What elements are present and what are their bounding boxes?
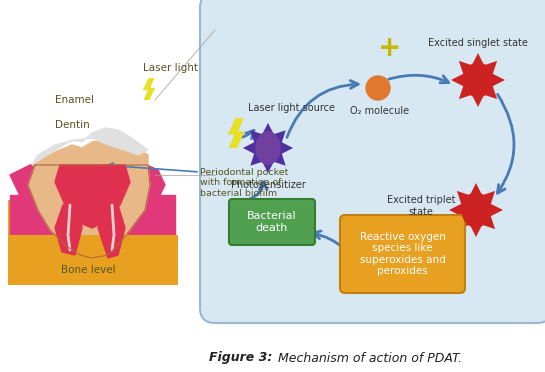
Polygon shape <box>143 78 155 100</box>
Polygon shape <box>449 183 503 237</box>
Text: Photosensitizer: Photosensitizer <box>231 180 305 190</box>
Polygon shape <box>96 165 108 200</box>
Text: Periodontal pocket
with formation of
bacterial biofilm: Periodontal pocket with formation of bac… <box>200 168 288 198</box>
FancyBboxPatch shape <box>8 235 178 285</box>
Text: Laser light: Laser light <box>143 63 198 73</box>
Polygon shape <box>28 165 150 258</box>
Polygon shape <box>228 118 245 148</box>
Text: Bone level: Bone level <box>60 265 116 275</box>
Text: Excited triplet
state: Excited triplet state <box>387 195 455 217</box>
Polygon shape <box>100 160 165 215</box>
Polygon shape <box>243 123 293 173</box>
Text: Mechanism of action of PDAT.: Mechanism of action of PDAT. <box>274 352 462 365</box>
Text: Dentin: Dentin <box>54 120 89 130</box>
Text: Bacterial
death: Bacterial death <box>247 211 297 233</box>
Ellipse shape <box>462 193 490 227</box>
Polygon shape <box>55 165 130 228</box>
Text: +: + <box>378 34 402 62</box>
Polygon shape <box>228 118 245 148</box>
FancyBboxPatch shape <box>8 200 173 285</box>
Polygon shape <box>32 128 148 165</box>
Polygon shape <box>98 205 125 258</box>
Polygon shape <box>32 140 148 168</box>
Circle shape <box>366 76 390 100</box>
Polygon shape <box>10 195 175 260</box>
Text: Excited singlet state: Excited singlet state <box>428 38 528 48</box>
FancyBboxPatch shape <box>229 199 315 245</box>
Text: O₂ molecule: O₂ molecule <box>350 106 409 116</box>
Text: Figure 3:: Figure 3: <box>209 352 272 365</box>
Ellipse shape <box>256 132 280 164</box>
Polygon shape <box>451 53 505 107</box>
Text: Reactive oxygen
species like
superoxides and
peroxides: Reactive oxygen species like superoxides… <box>360 232 445 276</box>
Polygon shape <box>143 78 155 100</box>
FancyBboxPatch shape <box>200 0 545 323</box>
Polygon shape <box>55 205 82 255</box>
Ellipse shape <box>464 63 492 97</box>
Polygon shape <box>10 165 62 215</box>
Text: Laser light source: Laser light source <box>248 103 335 113</box>
FancyBboxPatch shape <box>340 215 465 293</box>
Text: Enamel: Enamel <box>56 95 94 105</box>
